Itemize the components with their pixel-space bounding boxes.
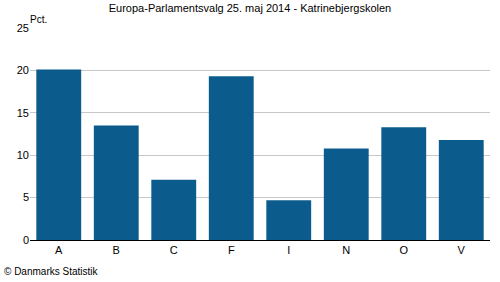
svg-text:V: V — [458, 244, 466, 256]
svg-text:Pct.: Pct. — [30, 14, 47, 25]
svg-text:B: B — [113, 244, 120, 256]
svg-text:5: 5 — [23, 191, 29, 203]
svg-text:I: I — [287, 244, 290, 256]
svg-text:© Danmarks Statistik: © Danmarks Statistik — [4, 266, 99, 277]
svg-text:Europa-Parlamentsvalg 25. maj: Europa-Parlamentsvalg 25. maj 2014 - Kat… — [109, 2, 392, 14]
svg-text:0: 0 — [23, 234, 29, 246]
svg-text:25: 25 — [17, 22, 29, 34]
svg-text:20: 20 — [17, 64, 29, 76]
svg-text:N: N — [342, 244, 350, 256]
svg-text:A: A — [55, 244, 63, 256]
svg-text:15: 15 — [17, 107, 29, 119]
svg-text:O: O — [399, 244, 408, 256]
svg-text:C: C — [170, 244, 178, 256]
svg-text:F: F — [228, 244, 235, 256]
svg-text:10: 10 — [17, 149, 29, 161]
